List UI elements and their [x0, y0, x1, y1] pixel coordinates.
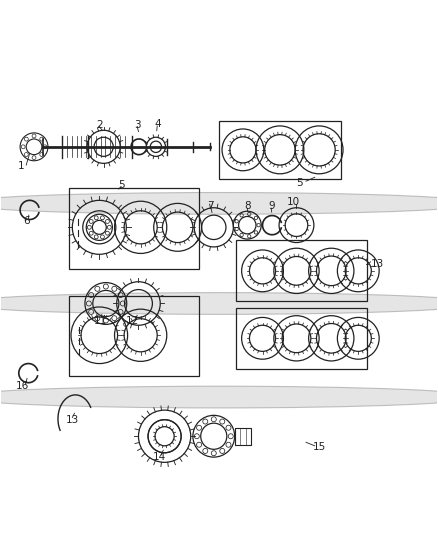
- Text: 6: 6: [23, 216, 30, 226]
- Text: 10: 10: [287, 197, 300, 207]
- Ellipse shape: [0, 192, 438, 214]
- Text: 4: 4: [155, 119, 161, 129]
- Text: 2: 2: [96, 119, 102, 130]
- Text: 8: 8: [244, 201, 251, 212]
- Ellipse shape: [0, 293, 438, 314]
- Bar: [237, 240, 367, 301]
- Bar: [219, 120, 341, 180]
- Text: 5: 5: [118, 180, 124, 190]
- Bar: [237, 308, 367, 369]
- Text: 3: 3: [134, 119, 141, 130]
- Ellipse shape: [0, 386, 438, 408]
- Text: 9: 9: [268, 201, 275, 212]
- Text: 15: 15: [312, 442, 326, 452]
- Text: 16: 16: [16, 381, 29, 391]
- Text: 7: 7: [207, 200, 214, 211]
- Text: 12: 12: [125, 316, 138, 326]
- Text: 13: 13: [66, 415, 79, 425]
- Bar: [235, 427, 251, 445]
- Text: 5: 5: [296, 177, 303, 188]
- Text: 14: 14: [152, 451, 166, 462]
- Text: 11: 11: [94, 316, 107, 326]
- Text: 13: 13: [371, 260, 384, 269]
- Bar: [69, 296, 199, 376]
- Text: 1: 1: [18, 161, 24, 172]
- Bar: [69, 188, 199, 269]
